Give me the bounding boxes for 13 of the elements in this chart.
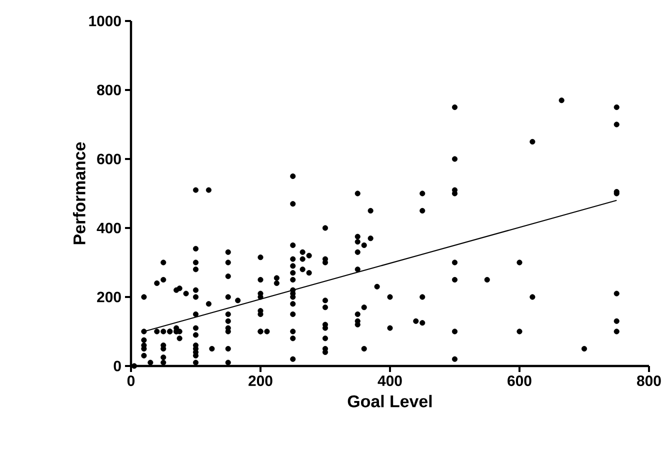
x-tick-label: 400 — [378, 375, 402, 386]
x-tick-label: 200 — [248, 375, 272, 386]
y-tick-label: 1000 — [89, 16, 121, 26]
x-tick-label: 800 — [637, 375, 661, 386]
x-tick-label: 0 — [127, 375, 135, 386]
y-tick-label: 400 — [96, 222, 121, 234]
y-tick-label: 600 — [97, 154, 121, 164]
x-tick-label: 600 — [508, 375, 532, 386]
y-tick-label: 0 — [114, 360, 121, 372]
x-axis-title: Goal Level — [348, 394, 432, 408]
y-axis-title: Performance — [72, 142, 86, 244]
y-tick-label: 200 — [97, 292, 121, 302]
y-tick-label: 800 — [97, 84, 121, 96]
